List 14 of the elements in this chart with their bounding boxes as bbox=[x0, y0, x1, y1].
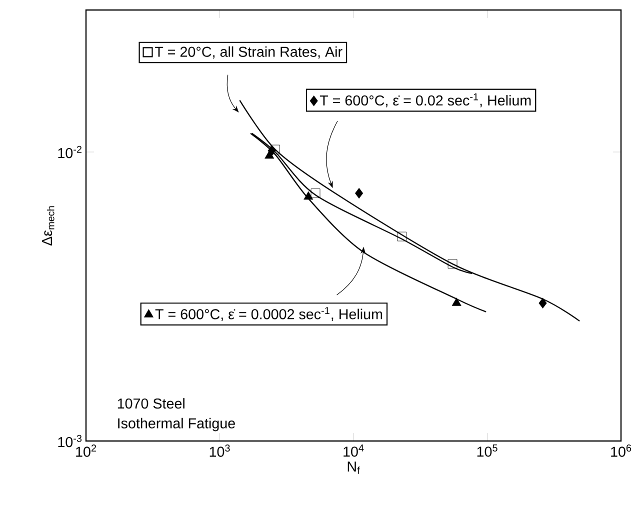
annotation: Isothermal Fatigue bbox=[118, 418, 235, 432]
x-tick-label: 10$^{6}$ bbox=[611, 444, 632, 457]
x-tick-label: 10$^{5}$ bbox=[477, 444, 498, 457]
y-axis-title: Δε$_{mech}$ bbox=[42, 206, 54, 246]
legend-label: T = 20°C, all Strain Rates, Air bbox=[154, 46, 342, 59]
x-axis-title: N$_{f}$ bbox=[348, 462, 360, 474]
annotation: 1070 Steel bbox=[118, 398, 184, 409]
x-tick-label: 10$^{2}$ bbox=[76, 444, 96, 457]
y-tick-label: 10$^{-3}$ bbox=[58, 434, 82, 448]
legend-label: T = 600°C, ε̇ = 0.0002 sec$^{-1}$, Helium bbox=[155, 307, 382, 321]
x-tick-label: 10$^{4}$ bbox=[344, 444, 364, 457]
x-tick-label: 10$^{3}$ bbox=[210, 444, 230, 457]
y-tick-label: 10$^{-2}$ bbox=[58, 146, 82, 158]
legend-label: T = 600°C, ε̇ = 0.02 sec$^{-1}$, Helium bbox=[320, 93, 531, 108]
